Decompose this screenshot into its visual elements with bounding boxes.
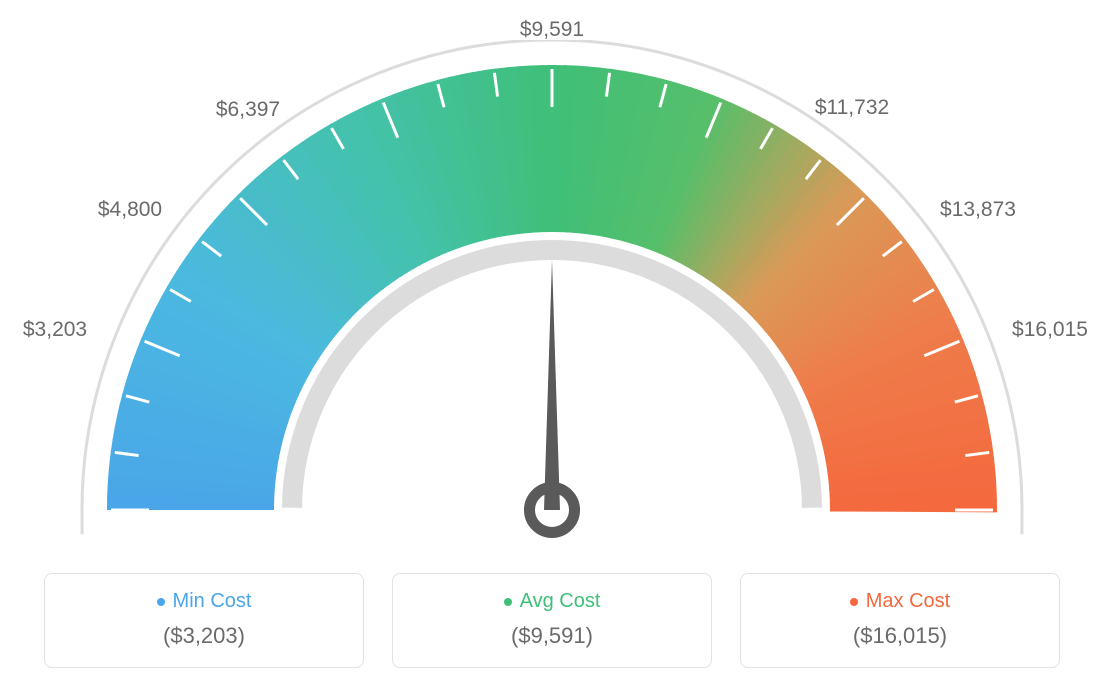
- legend-dot-max: [850, 598, 858, 606]
- legend-label-min: Min Cost: [173, 590, 252, 613]
- legend-dot-avg: [504, 598, 512, 606]
- gauge-tick-label: $3,203: [23, 318, 87, 342]
- legend-dot-min: [157, 598, 165, 606]
- gauge-tick-label: $11,732: [815, 96, 889, 120]
- gauge-svg: [52, 40, 1052, 560]
- legend-value-avg: ($9,591): [413, 623, 691, 649]
- legend-name-max: Max Cost: [850, 590, 950, 613]
- legend-value-max: ($16,015): [761, 623, 1039, 649]
- legend-label-max: Max Cost: [866, 590, 950, 613]
- gauge-tick-label: $13,873: [940, 198, 1016, 222]
- gauge-tick-label: $6,397: [216, 98, 280, 122]
- legend-name-min: Min Cost: [157, 590, 252, 613]
- gauge-tick-label: $9,591: [520, 18, 584, 42]
- legend-label-avg: Avg Cost: [520, 590, 601, 613]
- legend-card-min: Min Cost ($3,203): [44, 573, 364, 668]
- gauge-chart: $3,203 $4,800 $6,397 $9,591 $11,732 $13,873 $1…: [0, 0, 1104, 560]
- gauge-tick-label: $4,800: [98, 198, 162, 222]
- legend-value-min: ($3,203): [65, 623, 343, 649]
- legend-card-avg: Avg Cost ($9,591): [392, 573, 712, 668]
- legend-name-avg: Avg Cost: [504, 590, 601, 613]
- gauge-tick-label: $16,015: [1012, 318, 1088, 342]
- legend-row: Min Cost ($3,203) Avg Cost ($9,591) Max …: [0, 573, 1104, 668]
- legend-card-max: Max Cost ($16,015): [740, 573, 1060, 668]
